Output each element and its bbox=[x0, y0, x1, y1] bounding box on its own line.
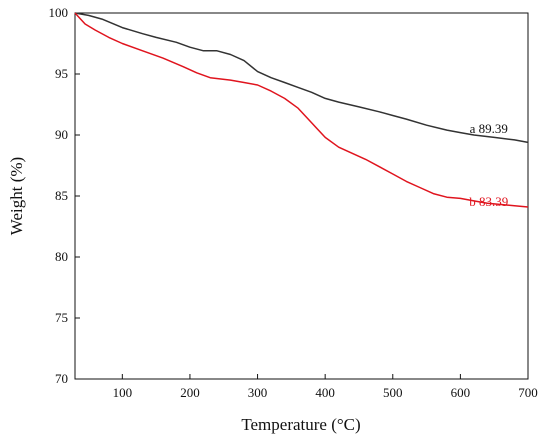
x-tick-label: 400 bbox=[315, 385, 335, 400]
y-tick-label: 75 bbox=[55, 310, 68, 325]
series-lines bbox=[74, 12, 529, 208]
series-line-b bbox=[74, 12, 529, 208]
y-tick-label: 70 bbox=[55, 371, 68, 386]
x-tick-label: 700 bbox=[518, 385, 538, 400]
y-axis-title: Weight (%) bbox=[7, 157, 26, 235]
x-axis-title: Temperature (°C) bbox=[241, 415, 360, 434]
annotations: a 89.39 b 83.39 bbox=[469, 121, 508, 209]
y-tick-label: 95 bbox=[55, 66, 68, 81]
annotation-a: a 89.39 bbox=[470, 121, 508, 136]
axis-ticks: 100 200 300 400 500 600 700 70 75 80 85 90 95 100 bbox=[49, 5, 538, 400]
y-tick-label: 90 bbox=[55, 127, 68, 142]
plot-frame bbox=[74, 12, 529, 380]
y-tick-label: 80 bbox=[55, 249, 68, 264]
y-tick-label: 100 bbox=[49, 5, 69, 20]
x-tick-label: 600 bbox=[451, 385, 471, 400]
x-tick-label: 500 bbox=[383, 385, 403, 400]
x-tick-label: 100 bbox=[113, 385, 133, 400]
x-tick-label: 300 bbox=[248, 385, 268, 400]
annotation-b: b 83.39 bbox=[469, 194, 508, 209]
y-tick-label: 85 bbox=[55, 188, 68, 203]
x-tick-label: 200 bbox=[180, 385, 200, 400]
series-line-a bbox=[74, 12, 529, 144]
